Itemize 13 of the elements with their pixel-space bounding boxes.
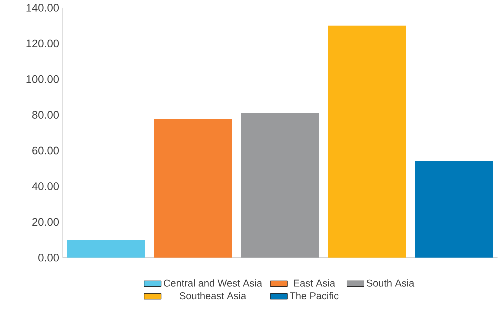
y-tick-label: 100.00 <box>26 76 60 84</box>
legend-label: The Pacific <box>290 292 339 300</box>
y-tick-label: 0.00 <box>38 254 60 262</box>
y-tick-label: 60.00 <box>32 146 60 155</box>
legend-label: Central and West Asia <box>164 280 262 287</box>
y-tick-label: 40.00 <box>32 182 60 190</box>
y-tick-label: 80.00 <box>32 111 60 120</box>
legend-label: East Asia <box>294 280 336 287</box>
legend-label: Southeast Asia <box>180 292 247 300</box>
y-tick-label: 120.00 <box>26 40 60 48</box>
legend-label: South Asia <box>366 280 415 287</box>
y-tick-label: 20.00 <box>32 218 60 226</box>
y-tick-label: 140.00 <box>26 4 60 12</box>
